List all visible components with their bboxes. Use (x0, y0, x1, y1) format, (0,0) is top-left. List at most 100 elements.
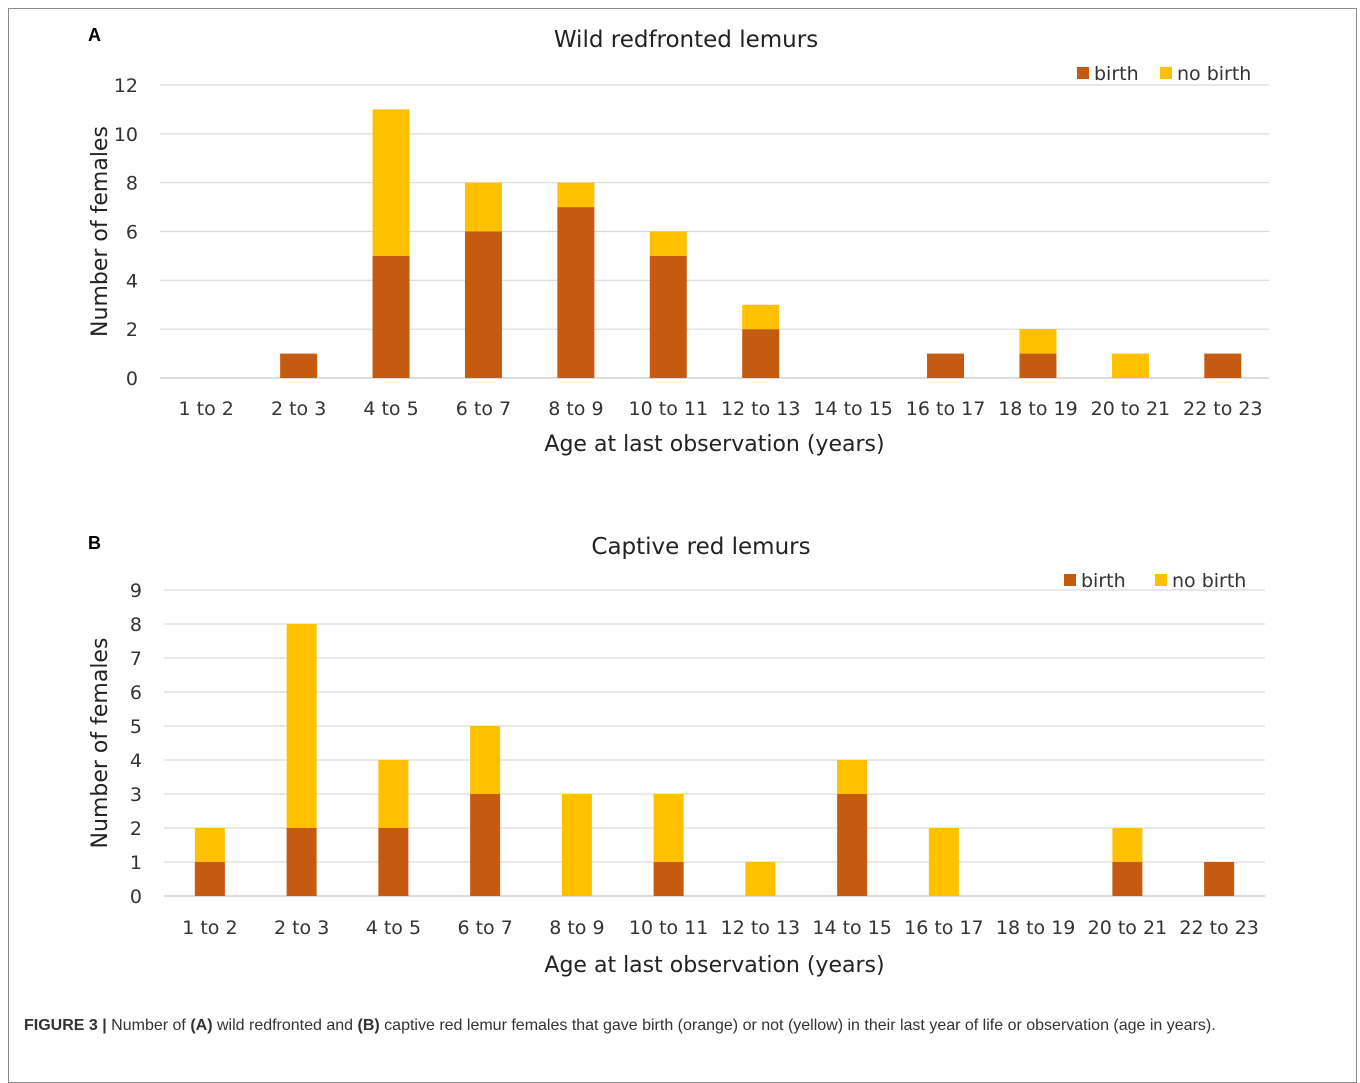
y-tick-label: 4 (126, 270, 138, 292)
x-tick-label: 6 to 7 (456, 398, 511, 420)
caption-text-3: captive red lemur females that gave birt… (379, 1017, 1216, 1034)
bar-no-birth (742, 304, 780, 330)
legend-swatch-birth (1077, 67, 1089, 79)
bar-birth (649, 255, 687, 378)
bar-no-birth (372, 109, 410, 256)
bar-birth (927, 353, 965, 378)
x-tick-label: 20 to 21 (1091, 398, 1171, 420)
bar-birth (557, 207, 595, 378)
x-tick-label: 16 to 17 (904, 917, 984, 939)
y-tick-label: 12 (114, 75, 138, 97)
bar-birth (1019, 353, 1057, 378)
x-tick-label: 20 to 21 (1088, 917, 1168, 939)
y-tick-label: 2 (126, 319, 138, 341)
bar-no-birth (194, 828, 225, 862)
caption-figure-label: FIGURE 3 | (24, 1017, 107, 1034)
bar-birth (1204, 862, 1235, 896)
bar-birth (194, 862, 225, 896)
legend-swatch-no-birth (1160, 67, 1172, 79)
bar-no-birth (561, 794, 592, 896)
panel-letter: A (88, 25, 101, 45)
legend-label-birth: birth (1081, 570, 1126, 592)
bar-no-birth (1019, 329, 1057, 354)
legend-swatch-no-birth (1155, 574, 1167, 586)
x-tick-label: 2 to 3 (274, 917, 329, 939)
bar-no-birth (745, 862, 776, 896)
x-tick-label: 16 to 17 (906, 398, 986, 420)
x-axis-label: Age at last observation (years) (544, 953, 884, 978)
legend-swatch-birth (1064, 574, 1076, 586)
x-tick-label: 18 to 19 (998, 398, 1078, 420)
x-tick-label: 12 to 13 (721, 398, 801, 420)
y-tick-label: 0 (126, 368, 138, 390)
x-tick-label: 12 to 13 (721, 917, 801, 939)
x-tick-label: 4 to 5 (366, 917, 421, 939)
bar-birth (280, 353, 318, 378)
chart-title: Wild redfronted lemurs (554, 27, 818, 53)
y-tick-label: 7 (130, 648, 142, 670)
y-tick-label: 3 (130, 784, 142, 806)
bar-no-birth (1112, 828, 1143, 862)
caption-text-1: Number of (106, 1017, 191, 1034)
bar-birth (378, 828, 409, 896)
panel-letter: B (88, 533, 101, 553)
bar-birth (1112, 862, 1143, 896)
y-axis-label: Number of females (88, 638, 113, 849)
bar-birth (653, 862, 684, 896)
y-tick-label: 8 (126, 173, 138, 195)
y-axis-label: Number of females (88, 126, 113, 337)
x-tick-label: 14 to 15 (812, 917, 892, 939)
bar-birth (464, 231, 502, 378)
chart-panel-a: A Wild redfronted lemurs 0 2 4 6 8 10 12 1 to 2 2 … (88, 25, 1269, 457)
x-tick-label: 14 to 15 (813, 398, 893, 420)
y-tick-label: 6 (126, 222, 138, 244)
y-tick-label: 8 (130, 614, 142, 636)
bar-no-birth (928, 828, 959, 896)
x-tick-label: 2 to 3 (271, 398, 326, 420)
bar-no-birth (649, 231, 687, 256)
y-tick-label: 9 (130, 580, 142, 602)
chart-panel-b: B Captive red lemurs 0 1 2 3 4 5 6 7 8 9 1 to 2 2 to … (88, 533, 1265, 978)
legend-label-birth: birth (1094, 63, 1139, 85)
chart-title: Captive red lemurs (591, 534, 810, 560)
x-axis-label: Age at last observation (years) (544, 432, 884, 457)
x-tick-label: 8 to 9 (548, 398, 603, 420)
bar-no-birth (1111, 353, 1149, 378)
y-tick-label: 2 (130, 818, 142, 840)
y-tick-label: 0 (130, 886, 142, 908)
bar-no-birth (470, 726, 501, 794)
x-tick-label: 8 to 9 (549, 917, 604, 939)
x-tick-label: 18 to 19 (996, 917, 1076, 939)
caption-panel-b-ref: (B) (357, 1017, 380, 1034)
bar-no-birth (837, 760, 868, 794)
bar-birth (837, 794, 868, 896)
bar-birth (1204, 353, 1242, 378)
x-tick-label: 6 to 7 (457, 917, 512, 939)
bar-no-birth (653, 794, 684, 862)
bar-no-birth (464, 182, 502, 232)
legend-label-no-birth: no birth (1177, 63, 1251, 85)
bar-birth (372, 255, 410, 378)
bar-no-birth (557, 182, 595, 208)
x-tick-label: 10 to 11 (629, 398, 709, 420)
y-tick-label: 1 (130, 852, 142, 874)
x-tick-label: 22 to 23 (1183, 398, 1263, 420)
y-tick-label: 4 (130, 750, 142, 772)
bar-birth (470, 794, 501, 896)
caption-text-2: wild redfronted and (212, 1017, 358, 1034)
x-tick-label: 10 to 11 (629, 917, 709, 939)
y-tick-label: 6 (130, 682, 142, 704)
figure-caption: FIGURE 3 | Number of (A) wild redfronted… (24, 1014, 1324, 1038)
x-tick-label: 1 to 2 (182, 917, 237, 939)
y-tick-label: 10 (114, 124, 138, 146)
bar-birth (742, 329, 780, 378)
x-tick-label: 22 to 23 (1179, 917, 1259, 939)
x-tick-label: 1 to 2 (179, 398, 234, 420)
x-tick-label: 4 to 5 (363, 398, 418, 420)
bar-birth (286, 828, 317, 896)
bar-no-birth (378, 760, 409, 828)
caption-panel-a-ref: (A) (190, 1017, 213, 1034)
y-tick-label: 5 (130, 716, 142, 738)
bar-no-birth (286, 624, 317, 828)
legend-label-no-birth: no birth (1172, 570, 1246, 592)
